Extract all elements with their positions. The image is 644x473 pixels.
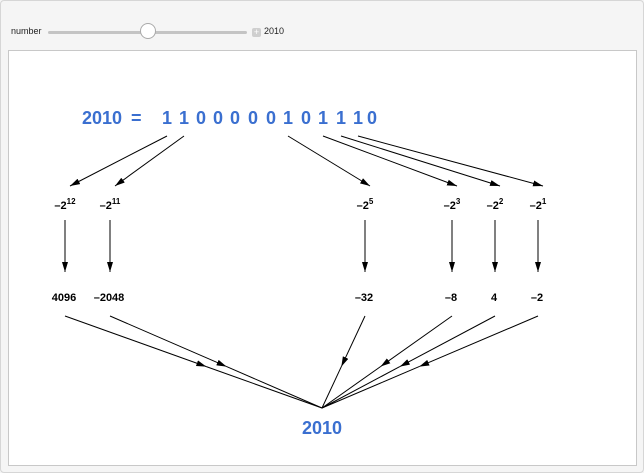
digit: 0 [213,108,223,128]
equals-sign: = [131,108,142,128]
value-to-sum-line [321,366,381,409]
value-to-sum-arrow [380,315,453,368]
plus-icon[interactable]: + [252,27,261,37]
term-value: –2 [531,292,543,304]
digit: 1 [318,108,328,128]
output-panel [8,50,637,466]
digit-to-term-arrow [287,135,371,187]
term-value: –32 [355,292,373,304]
slider-thumb[interactable] [139,23,156,39]
value-to-sum-arrow [64,315,207,368]
digit-to-term-arrow [69,135,168,187]
digit: 1 [353,108,363,128]
power-term: –211 [100,197,121,212]
digit: 1 [283,108,293,128]
power-term: –22 [487,197,504,212]
value-to-sum-line [321,366,420,409]
value-to-sum-arrow [109,315,227,368]
power-term: –23 [444,197,461,212]
value-to-sum-line [321,366,401,409]
digit-to-term-arrow [340,135,501,187]
digit: 0 [266,108,276,128]
power-term: –25 [357,197,374,212]
term-value: –8 [445,292,457,304]
value-to-sum-line [226,366,323,409]
digit: 0 [196,108,206,128]
digit-to-term-arrow [322,135,458,187]
power-term: –212 [54,197,76,212]
digit: 0 [248,108,258,128]
value-to-sum-arrow [340,315,366,367]
term-value: 4096 [52,292,76,304]
value-to-sum-line [206,366,323,409]
number-label: 2010 [82,108,122,128]
power-term: –21 [530,197,547,212]
result-number: 2010 [302,418,342,438]
value-to-sum-arrow [399,315,496,368]
value-to-sum-arrow [419,315,539,368]
digit-to-term-arrow [114,135,185,187]
slider-label: number [11,26,42,36]
digit-to-term-arrow [357,135,544,187]
slider-value: 2010 [264,26,285,36]
digit: 0 [367,108,377,128]
term-value: –2048 [94,292,125,304]
value-to-sum-line [321,366,342,409]
digit: 1 [162,108,172,128]
digit: 0 [301,108,311,128]
digit: 0 [230,108,240,128]
term-value: 4 [491,292,498,304]
digit: 1 [336,108,346,128]
digit: 1 [179,108,189,128]
